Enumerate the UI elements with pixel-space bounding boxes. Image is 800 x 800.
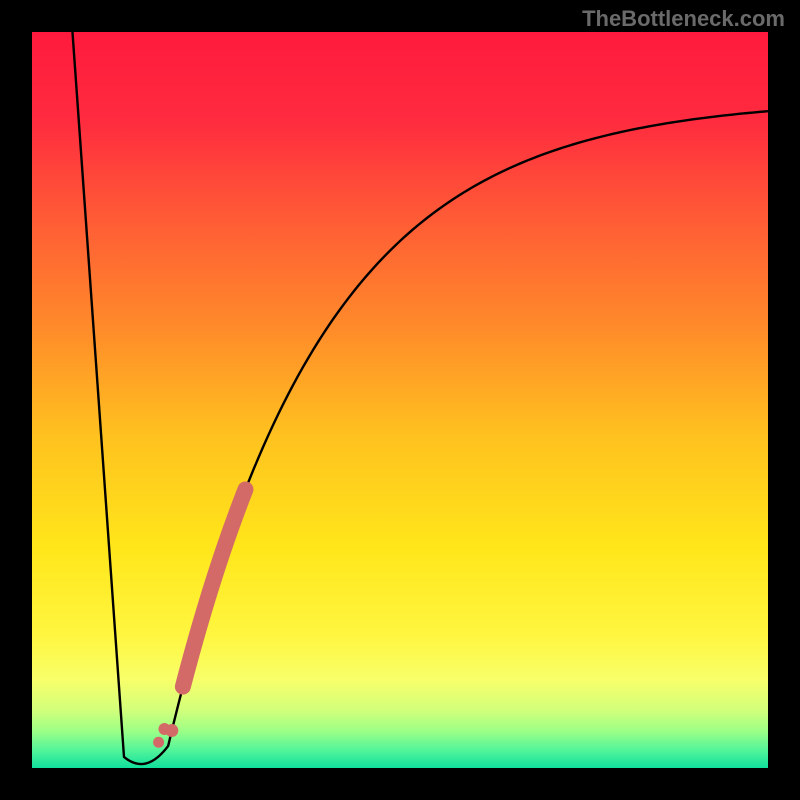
watermark-text: TheBottleneck.com — [582, 6, 785, 32]
marker-band — [183, 490, 246, 687]
plot-area — [32, 32, 768, 768]
chart-svg — [32, 32, 768, 768]
bottleneck-curve — [72, 32, 768, 764]
marker-dot — [153, 737, 164, 748]
marker-dot — [158, 723, 170, 735]
